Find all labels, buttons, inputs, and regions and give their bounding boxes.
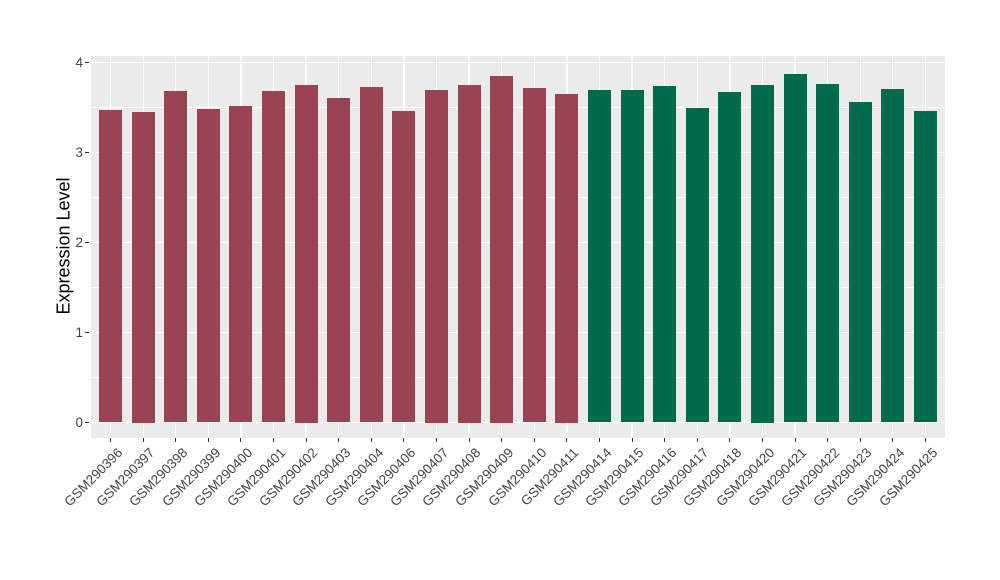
x-tick-mark [403,438,405,442]
x-tick-mark [859,438,861,442]
x-tick-mark [924,438,926,442]
x-tick-mark [501,438,503,442]
x-tick-mark [598,438,600,442]
x-tick-mark [468,438,470,442]
x-tick-mark [240,438,242,442]
y-tick-label: 4 [75,54,83,70]
bar-GSM290406 [392,111,416,423]
bar-GSM290411 [555,94,579,423]
bar-GSM290424 [881,88,905,423]
horizontal-major-gridline [91,61,945,64]
x-tick-mark [305,438,307,442]
x-tick-mark [533,438,535,442]
horizontal-major-gridline [91,421,945,424]
bar-GSM290420 [750,85,774,423]
x-tick-mark [631,438,633,442]
bar-GSM290416 [653,85,677,423]
bar-GSM290399 [196,109,220,423]
bar-GSM290421 [783,74,807,423]
y-tick-mark [85,62,89,63]
bar-GSM290423 [848,102,872,423]
bar-GSM290415 [620,90,644,423]
x-tick-mark [207,438,209,442]
bar-GSM290418 [718,92,742,423]
x-tick-mark [664,438,666,442]
bar-GSM290425 [913,111,937,423]
y-tick-label: 0 [75,414,83,430]
y-tick-label: 2 [75,234,83,250]
horizontal-minor-gridline [91,287,945,288]
bar-GSM290401 [262,91,286,423]
y-tick-label: 3 [75,144,83,160]
x-tick-mark [794,438,796,442]
bar-GSM290396 [99,110,123,423]
x-tick-mark [827,438,829,442]
horizontal-minor-gridline [91,107,945,108]
bar-GSM290407 [425,89,448,423]
horizontal-major-gridline [91,241,945,244]
y-tick-mark [85,152,89,153]
y-tick-mark [85,422,89,423]
x-tick-mark [142,438,144,442]
x-tick-mark [273,438,275,442]
bar-GSM290404 [359,86,383,423]
x-tick-mark [696,438,698,442]
bar-GSM290403 [327,97,351,423]
bar-GSM290410 [522,87,546,423]
y-tick-label: 1 [75,324,83,340]
bar-GSM290422 [816,84,840,423]
y-tick-mark [85,332,89,333]
bar-GSM290417 [685,108,709,423]
horizontal-minor-gridline [91,197,945,198]
horizontal-major-gridline [91,331,945,334]
x-tick-mark [892,438,894,442]
bar-GSM290398 [164,91,188,423]
y-axis-title: Expression Level [53,177,74,315]
bar-GSM290402 [294,85,318,423]
horizontal-major-gridline [91,151,945,154]
bar-GSM290400 [229,105,253,423]
bar-GSM290397 [131,112,155,423]
x-tick-mark [436,438,437,442]
x-tick-mark [370,438,372,442]
bar-GSM290414 [587,90,611,423]
bar-GSM290408 [457,85,481,423]
y-tick-mark [85,242,89,243]
x-tick-mark [566,438,568,442]
x-tick-mark [761,438,763,442]
x-tick-mark [175,438,177,442]
horizontal-minor-gridline [91,377,945,378]
x-tick-mark [729,438,731,442]
x-tick-mark [338,438,340,442]
x-tick-mark [110,438,112,442]
bar-GSM290409 [490,76,514,423]
